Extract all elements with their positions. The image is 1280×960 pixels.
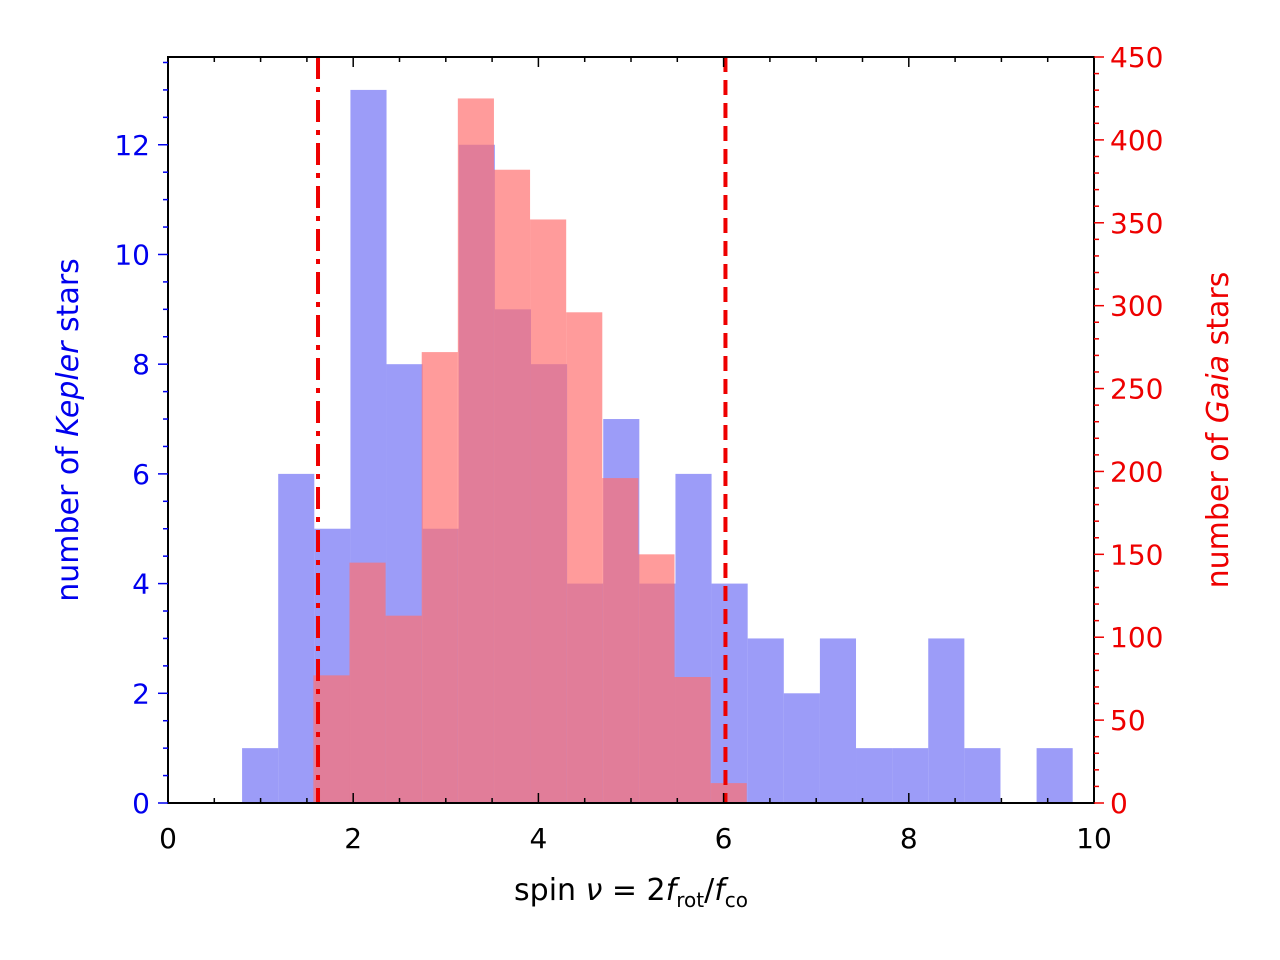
x-axis-ticks: 0 2 4 6 8 10 bbox=[159, 57, 1112, 855]
gaia-bar bbox=[313, 675, 350, 803]
kepler-bar bbox=[783, 693, 820, 803]
right-tick-label: 450 bbox=[1110, 41, 1163, 74]
gaia-bar bbox=[493, 169, 531, 803]
kepler-bar bbox=[278, 473, 315, 803]
gaia-bar bbox=[421, 352, 458, 803]
left-tick-label: 0 bbox=[132, 787, 150, 820]
gaia-bar bbox=[349, 562, 386, 803]
x-tick-label: 0 bbox=[159, 822, 177, 855]
gaia-bar bbox=[530, 219, 567, 803]
right-axis-ticks: 0 50 100 150 200 250 300 350 400 450 bbox=[1094, 41, 1163, 820]
x-axis-label: spin ν = 2frot/fco bbox=[514, 873, 748, 912]
left-axis-label: number of Kepler stars bbox=[51, 258, 86, 602]
kepler-bar bbox=[711, 583, 748, 803]
kepler-bar bbox=[928, 638, 965, 803]
x-tick-label: 2 bbox=[344, 822, 362, 855]
x-tick-label: 10 bbox=[1076, 822, 1112, 855]
reference-lines bbox=[316, 57, 728, 803]
right-tick-label: 350 bbox=[1110, 207, 1163, 240]
right-tick-label: 400 bbox=[1110, 124, 1163, 157]
kepler-bar bbox=[747, 638, 784, 803]
right-tick-label: 100 bbox=[1110, 621, 1163, 654]
kepler-bar bbox=[1036, 748, 1073, 803]
gaia-bar bbox=[566, 312, 603, 803]
left-tick-label: 10 bbox=[114, 238, 150, 271]
left-tick-label: 2 bbox=[132, 677, 150, 710]
left-axis-ticks: 0 2 4 6 8 10 12 bbox=[114, 61, 168, 820]
right-tick-label: 300 bbox=[1110, 290, 1163, 323]
gaia-bar bbox=[710, 783, 747, 803]
x-tick-label: 8 bbox=[900, 822, 918, 855]
gaia-bar bbox=[674, 677, 711, 803]
kepler-bar bbox=[892, 748, 929, 803]
x-tick-label: 6 bbox=[715, 822, 733, 855]
right-tick-label: 150 bbox=[1110, 538, 1163, 571]
x-tick-label: 4 bbox=[529, 822, 547, 855]
gaia-bar bbox=[385, 615, 422, 803]
right-tick-label: 250 bbox=[1110, 373, 1163, 406]
right-axis-label: number of Gaia stars bbox=[1201, 272, 1236, 589]
right-tick-label: 200 bbox=[1110, 455, 1163, 488]
gaia-bar bbox=[602, 478, 639, 803]
gaia-bar bbox=[457, 98, 494, 803]
left-tick-label: 12 bbox=[114, 129, 150, 162]
kepler-bar bbox=[856, 748, 893, 803]
gaia-bars bbox=[313, 98, 747, 803]
left-tick-label: 8 bbox=[132, 348, 150, 381]
left-tick-label: 6 bbox=[132, 458, 150, 491]
right-tick-label: 0 bbox=[1110, 787, 1128, 820]
left-tick-label: 4 bbox=[132, 568, 150, 601]
kepler-bar bbox=[242, 748, 279, 803]
kepler-bar bbox=[964, 748, 1001, 803]
gaia-bar bbox=[638, 554, 675, 803]
right-tick-label: 50 bbox=[1110, 704, 1146, 737]
kepler-bar bbox=[819, 638, 857, 803]
